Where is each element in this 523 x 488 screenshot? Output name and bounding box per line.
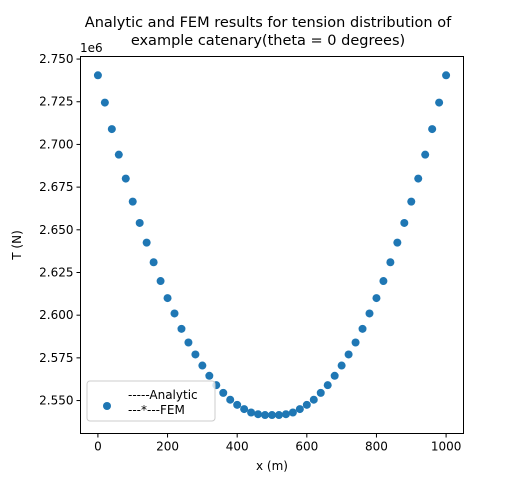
data-point: [400, 218, 409, 227]
x-tick-label: 800: [365, 440, 388, 454]
y-tick-label: 2.700: [39, 137, 73, 151]
data-point: [442, 71, 451, 80]
y-axis-label: T (N): [10, 230, 24, 260]
y-tick-label: 2.750: [39, 52, 73, 66]
data-point: [135, 218, 144, 227]
data-point: [309, 395, 318, 404]
data-point: [107, 125, 116, 134]
data-point: [268, 411, 276, 420]
data-point: [240, 405, 249, 414]
y-tick-label: 2.575: [39, 351, 73, 365]
data-point: [407, 197, 416, 206]
x-tick-label: 1000: [431, 440, 462, 454]
data-point: [274, 411, 283, 420]
data-point: [121, 174, 130, 183]
data-point: [379, 277, 388, 286]
data-point: [170, 309, 179, 318]
data-point: [177, 324, 186, 333]
y-tick-label: 2.600: [39, 308, 73, 322]
legend-box: [86, 380, 216, 422]
data-point: [337, 361, 346, 370]
data-point: [428, 125, 437, 134]
x-axis: 0 200 400 600 800 1000: [94, 433, 462, 454]
data-point: [247, 408, 256, 417]
x-tick-label: 400: [226, 440, 249, 454]
data-point: [114, 150, 123, 159]
data-point: [233, 400, 242, 409]
data-point: [435, 98, 444, 107]
x-tick-label: 200: [156, 440, 179, 454]
data-point: [365, 309, 374, 318]
x-tick-label: 600: [295, 440, 318, 454]
data-point: [330, 371, 339, 380]
data-point: [261, 411, 270, 420]
data-point: [226, 395, 235, 404]
data-point: [93, 71, 102, 80]
data-point: [386, 258, 395, 267]
data-point: [351, 338, 360, 347]
legend-entry-fem: ---*---FEM: [128, 403, 185, 417]
chart-title-line-1: Analytic and FEM results for tension dis…: [85, 15, 452, 31]
y-tick-label: 2.675: [39, 180, 73, 194]
data-point: [323, 381, 332, 390]
y-tick-label: 2.625: [39, 265, 73, 279]
data-point: [302, 400, 311, 409]
data-point: [219, 388, 228, 397]
data-point: [281, 410, 290, 419]
x-axis-label: x (m): [256, 459, 288, 473]
chart-title-line-2: example catenary(theta = 0 degrees): [131, 33, 405, 49]
data-point: [254, 410, 263, 419]
data-point: [358, 324, 367, 333]
data-point: [316, 388, 325, 397]
data-point: [295, 405, 304, 414]
data-point: [288, 408, 297, 417]
plot-frame: [80, 56, 464, 434]
legend-marker: [103, 402, 111, 410]
data-point: [156, 277, 165, 286]
data-point: [205, 371, 214, 380]
x-tick-label: 0: [94, 440, 102, 454]
data-point: [393, 238, 402, 247]
y-axis: 2.550 2.575 2.600 2.625 2.650 2.675 2.700 2.725…: [39, 52, 81, 408]
y-tick-label: 2.725: [39, 95, 73, 109]
y-offset-label: 1e6: [80, 41, 103, 55]
data-point: [372, 294, 381, 303]
y-tick-label: 2.650: [39, 223, 73, 237]
data-point: [421, 150, 430, 159]
plot-layer: [93, 71, 451, 420]
data-point: [128, 197, 137, 206]
chart-title: Analytic and FEM results for tension dis…: [85, 15, 452, 49]
data-point: [191, 350, 200, 359]
data-point: [163, 294, 172, 303]
y-tick-label: 2.550: [39, 394, 73, 408]
legend: -----Analytic ---*---FEM: [86, 380, 216, 422]
data-point: [142, 238, 151, 247]
data-point: [149, 258, 158, 267]
data-point: [100, 98, 109, 107]
legend-entry-analytic: -----Analytic: [128, 388, 198, 402]
data-point: [184, 338, 193, 347]
data-point: [344, 350, 353, 359]
data-point: [198, 361, 207, 370]
data-point: [414, 174, 423, 183]
